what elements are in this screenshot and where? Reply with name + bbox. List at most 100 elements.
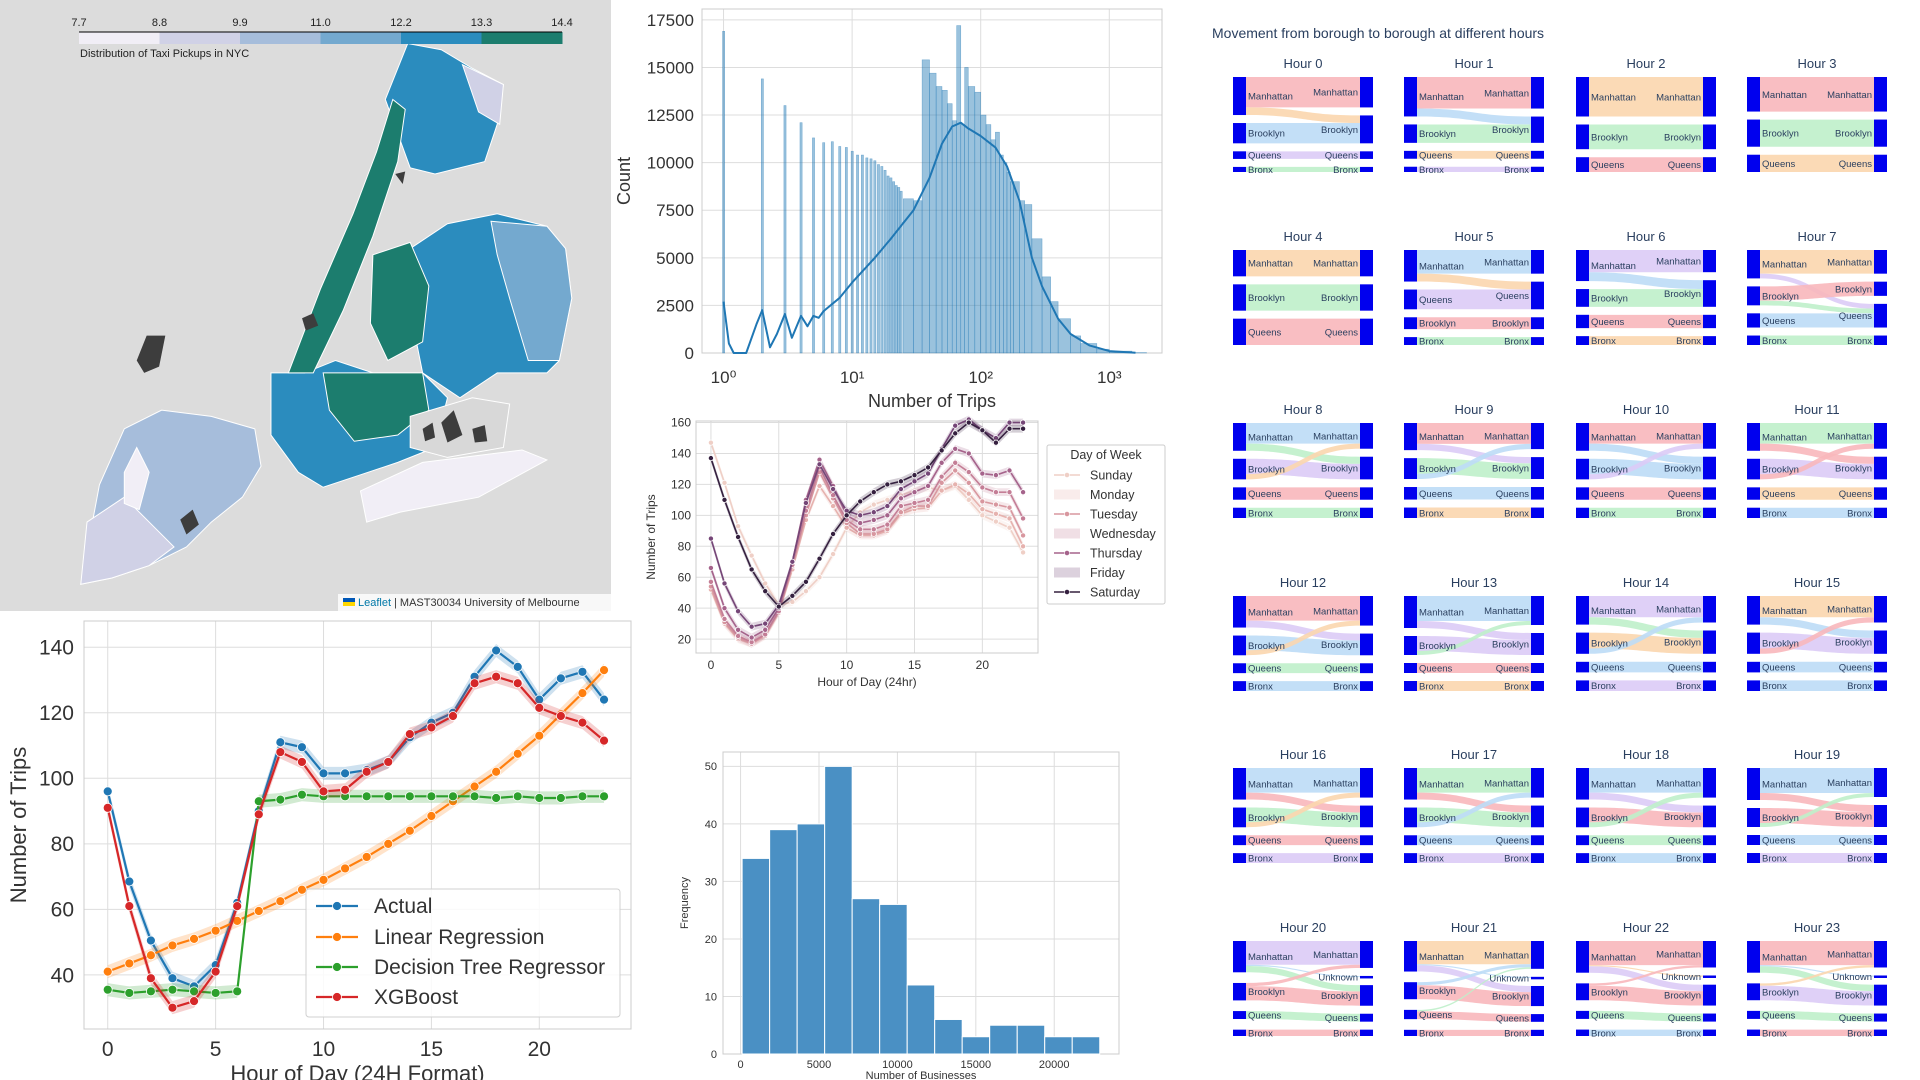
sankey-node[interactable]	[1703, 157, 1716, 172]
sankey-node[interactable]	[1404, 289, 1417, 310]
sankey-link[interactable]	[1760, 443, 1874, 480]
sankey-node[interactable]	[1874, 423, 1887, 449]
sankey-node[interactable]	[1874, 975, 1887, 978]
sankey-link[interactable]	[1246, 443, 1360, 480]
legend-item-sunday[interactable]: Sunday	[1054, 469, 1133, 483]
sankey-node[interactable]	[1703, 124, 1716, 150]
sankey-link[interactable]	[1246, 596, 1360, 621]
sankey-node[interactable]	[1233, 123, 1246, 144]
sankey-node[interactable]	[1531, 853, 1544, 863]
sankey-link[interactable]	[1760, 853, 1874, 863]
sankey-link[interactable]	[1246, 107, 1360, 124]
sankey-panel[interactable]: Hour 4 Manhattan Brooklyn Queens Manhattan Br…	[1233, 229, 1373, 345]
sankey-panel[interactable]: Hour 17 Manhattan Brooklyn Queens Bronx Manha…	[1404, 747, 1544, 865]
sankey-node[interactable]	[1360, 596, 1373, 626]
sankey-node[interactable]	[1874, 596, 1887, 623]
sankey-node[interactable]	[1531, 166, 1544, 172]
sankey-node[interactable]	[1576, 124, 1589, 150]
sankey-node[interactable]	[1531, 805, 1544, 828]
sankey-node[interactable]	[1233, 507, 1246, 518]
sankey-link[interactable]	[1246, 965, 1360, 992]
sankey-link[interactable]	[1417, 964, 1531, 978]
sankey-link[interactable]	[1246, 941, 1360, 965]
legend-item-tuesday[interactable]: Tuesday	[1054, 508, 1138, 522]
sankey-link[interactable]	[1417, 166, 1531, 172]
sankey-link[interactable]	[1760, 313, 1874, 328]
sankey-node[interactable]	[1747, 313, 1760, 328]
sankey-node[interactable]	[1233, 458, 1246, 480]
sankey-link[interactable]	[1589, 507, 1703, 518]
sankey-node[interactable]	[1404, 507, 1417, 518]
sankey-node[interactable]	[1360, 681, 1373, 691]
sankey-link[interactable]	[1417, 108, 1531, 125]
sankey-node[interactable]	[1576, 1029, 1589, 1036]
sankey-node[interactable]	[1747, 680, 1760, 691]
sankey-node[interactable]	[1747, 808, 1760, 827]
sankey-node[interactable]	[1874, 250, 1887, 274]
sankey-link[interactable]	[1246, 964, 1360, 978]
legend-item-friday[interactable]: Friday	[1054, 566, 1125, 580]
sankey-panel[interactable]: Hour 16 Manhattan Brooklyn Queens Bronx Manha…	[1233, 747, 1373, 865]
sankey-link[interactable]	[1760, 119, 1874, 147]
sankey-node[interactable]	[1874, 984, 1887, 1006]
sankey-link[interactable]	[1589, 792, 1703, 813]
sankey-link[interactable]	[1589, 443, 1703, 480]
legend[interactable]: Actual Linear Regression Decision Tree Reg…	[305, 888, 621, 1018]
sankey-node[interactable]	[1404, 250, 1417, 282]
sankey-link[interactable]	[1417, 443, 1531, 464]
sankey-node[interactable]	[1360, 1029, 1373, 1036]
sankey-link[interactable]	[1246, 250, 1360, 277]
sankey-node[interactable]	[1404, 458, 1417, 480]
sankey-link[interactable]	[1246, 166, 1360, 172]
sankey-link[interactable]	[1246, 835, 1360, 846]
sankey-link[interactable]	[1760, 1010, 1874, 1022]
sankey-node[interactable]	[1360, 166, 1373, 172]
sankey-node[interactable]	[1233, 853, 1246, 863]
sankey-link[interactable]	[1760, 680, 1874, 691]
sankey-node[interactable]	[1874, 1013, 1887, 1022]
sankey-panel[interactable]: Hour 1 Manhattan Brooklyn Queens Bronx Manhat…	[1404, 56, 1544, 176]
sankey-panel[interactable]: Hour 0 Manhattan Brooklyn Queens Bronx Manhat…	[1233, 56, 1373, 176]
sankey-node[interactable]	[1747, 286, 1760, 306]
sankey-link[interactable]	[1589, 985, 1703, 1006]
sankey-link[interactable]	[1246, 1011, 1360, 1022]
leaflet-link[interactable]: Leaflet	[358, 597, 391, 609]
sankey-node[interactable]	[1874, 154, 1887, 172]
sankey-link[interactable]	[1589, 314, 1703, 329]
sankey-panel[interactable]: Hour 19 Manhattan Brooklyn Queens Bronx Manha…	[1747, 747, 1887, 865]
sankey-link[interactable]	[1760, 793, 1874, 812]
sankey-link[interactable]	[1246, 663, 1360, 674]
sankey-node[interactable]	[1531, 457, 1544, 480]
sankey-node[interactable]	[1531, 487, 1544, 500]
legend-item-monday[interactable]: Monday	[1054, 488, 1135, 502]
sankey-link[interactable]	[1589, 680, 1703, 691]
sankey-link[interactable]	[1246, 1029, 1360, 1036]
sankey-node[interactable]	[1576, 632, 1589, 654]
sankey-node[interactable]	[1747, 596, 1760, 625]
sankey-link[interactable]	[1417, 621, 1531, 640]
sankey-link[interactable]	[1417, 1029, 1531, 1036]
sankey-node[interactable]	[1874, 335, 1887, 345]
sankey-node[interactable]	[1703, 805, 1716, 828]
sankey-node[interactable]	[1703, 661, 1716, 673]
sankey-node[interactable]	[1360, 456, 1373, 480]
sankey-link[interactable]	[1760, 617, 1874, 654]
sankey-node[interactable]	[1233, 807, 1246, 828]
sankey-node[interactable]	[1404, 1029, 1417, 1036]
sankey-node[interactable]	[1233, 1011, 1246, 1019]
sankey-node[interactable]	[1747, 250, 1760, 279]
sankey-link[interactable]	[1589, 853, 1703, 863]
sankey-link[interactable]	[1589, 157, 1703, 172]
sankey-link[interactable]	[1760, 768, 1874, 793]
sankey-link[interactable]	[1589, 250, 1703, 273]
sankey-node[interactable]	[1576, 1010, 1589, 1019]
legend[interactable]: Day of Week Sunday Monday Tuesday Wednesday T…	[1046, 444, 1166, 605]
sankey-link[interactable]	[1760, 250, 1874, 274]
sankey-node[interactable]	[1531, 633, 1544, 655]
sankey-link[interactable]	[1760, 985, 1874, 1006]
sankey-node[interactable]	[1576, 807, 1589, 828]
sankey-link[interactable]	[1760, 1029, 1874, 1036]
sankey-panel[interactable]: Hour 10 Manhattan Brooklyn Queens Bronx Manha…	[1576, 402, 1716, 519]
sankey-node[interactable]	[1531, 663, 1544, 673]
sankey-node[interactable]	[1360, 284, 1373, 311]
